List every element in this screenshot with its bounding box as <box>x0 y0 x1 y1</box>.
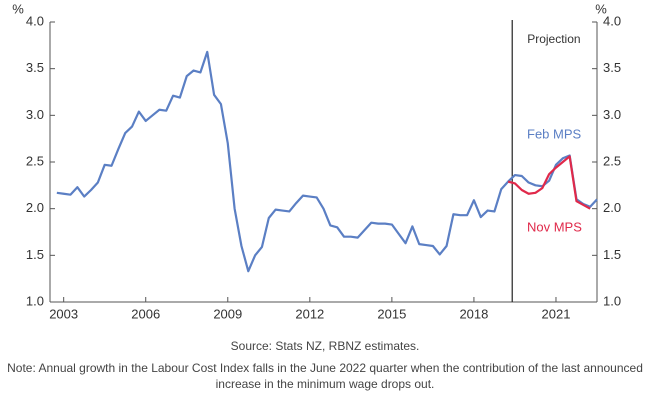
x-tick-label: 2018 <box>459 306 488 321</box>
y2-tick-label: 3.0 <box>603 107 621 122</box>
y-tick-label: 2.0 <box>26 200 44 215</box>
chart: % % 1.0 1.5 2.0 2.5 3.0 3.5 4.0 1.0 1.5 2.0 2.5 3.0… <box>12 1 621 321</box>
y-tick-label: 1.0 <box>26 293 44 308</box>
note: Note: Annual growth in the Labour Cost I… <box>7 361 643 391</box>
y2-tick-label: 1.5 <box>603 247 621 262</box>
x-tick-label: 2015 <box>377 306 406 321</box>
series-line <box>56 50 598 273</box>
y-unit: % <box>12 1 24 16</box>
y2-tick-label: 2.0 <box>603 200 621 215</box>
y-tick-label: 1.5 <box>26 247 44 262</box>
x-tick-label: 2009 <box>213 306 242 321</box>
y-tick-label: 3.0 <box>26 107 44 122</box>
y2-unit: % <box>595 1 607 16</box>
series-label: Nov MPS <box>527 219 582 234</box>
y2-tick-label: 1.0 <box>603 293 621 308</box>
y2-tick-label: 2.5 <box>603 153 621 168</box>
x-tick-label: 2006 <box>131 306 160 321</box>
x-tick-label: 2012 <box>295 306 324 321</box>
x-tick-label: 2003 <box>49 306 78 321</box>
series-label: Feb MPS <box>527 126 582 141</box>
source: Source: Stats NZ, RBNZ estimates. <box>230 339 420 353</box>
annotation: Projection <box>527 32 580 46</box>
y-tick-label: 4.0 <box>26 13 44 28</box>
y2-tick-label: 4.0 <box>603 13 621 28</box>
y-tick-label: 3.5 <box>26 60 44 75</box>
x-tick-label: 2021 <box>542 306 571 321</box>
series-line <box>507 155 591 210</box>
y2-tick-label: 3.5 <box>603 60 621 75</box>
y-tick-label: 2.5 <box>26 153 44 168</box>
